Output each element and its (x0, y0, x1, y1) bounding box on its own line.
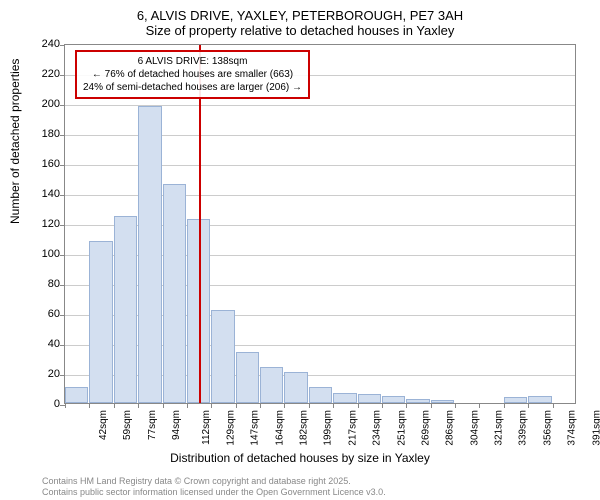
footer-line2: Contains public sector information licen… (42, 487, 386, 498)
y-tick-mark (60, 105, 65, 106)
annotation-line1: 6 ALVIS DRIVE: 138sqm (83, 55, 302, 68)
x-tick-label: 77sqm (147, 410, 158, 440)
y-tick-label: 80 (30, 278, 60, 290)
annotation-box: 6 ALVIS DRIVE: 138sqm ← 76% of detached … (75, 50, 310, 99)
x-tick-mark (406, 403, 407, 408)
histogram-bar (431, 400, 454, 403)
chart-title-line1: 6, ALVIS DRIVE, YAXLEY, PETERBOROUGH, PE… (0, 8, 600, 23)
histogram-bar (260, 367, 283, 403)
x-tick-mark (333, 403, 334, 408)
x-tick-mark (382, 403, 383, 408)
y-tick-mark (60, 375, 65, 376)
histogram-bar (89, 241, 112, 403)
annotation-line3: 24% of semi-detached houses are larger (… (83, 81, 302, 94)
histogram-bar (211, 310, 234, 403)
x-tick-label: 199sqm (323, 410, 334, 446)
x-tick-mark (553, 403, 554, 408)
x-tick-label: 182sqm (299, 410, 310, 446)
chart-title-line2: Size of property relative to detached ho… (0, 23, 600, 38)
x-tick-label: 339sqm (518, 410, 529, 446)
histogram-bar (65, 387, 88, 404)
x-tick-label: 217sqm (347, 410, 358, 446)
y-tick-mark (60, 165, 65, 166)
y-tick-mark (60, 315, 65, 316)
y-tick-label: 60 (30, 308, 60, 320)
x-tick-label: 304sqm (469, 410, 480, 446)
footer: Contains HM Land Registry data © Crown c… (42, 476, 386, 498)
y-tick-mark (60, 75, 65, 76)
annotation-line2: ← 76% of detached houses are smaller (66… (83, 68, 302, 81)
plot-area: 6 ALVIS DRIVE: 138sqm ← 76% of detached … (64, 44, 576, 404)
x-tick-label: 147sqm (250, 410, 261, 446)
x-tick-mark (260, 403, 261, 408)
x-tick-label: 269sqm (421, 410, 432, 446)
y-tick-label: 120 (30, 218, 60, 230)
y-tick-label: 100 (30, 248, 60, 260)
x-tick-label: 164sqm (274, 410, 285, 446)
histogram-bar (236, 352, 259, 403)
x-tick-mark (65, 403, 66, 408)
x-tick-label: 391sqm (591, 410, 600, 446)
histogram-bar (382, 396, 405, 404)
y-tick-mark (60, 345, 65, 346)
x-tick-mark (211, 403, 212, 408)
y-tick-label: 160 (30, 158, 60, 170)
y-tick-label: 240 (30, 38, 60, 50)
histogram-bar (358, 394, 381, 403)
x-tick-label: 59sqm (122, 410, 133, 440)
x-tick-mark (455, 403, 456, 408)
y-tick-label: 200 (30, 98, 60, 110)
chart-container: 6, ALVIS DRIVE, YAXLEY, PETERBOROUGH, PE… (0, 8, 600, 46)
y-tick-label: 140 (30, 188, 60, 200)
x-axis-label: Distribution of detached houses by size … (0, 451, 600, 465)
y-axis-label: Number of detached properties (8, 59, 22, 224)
histogram-bar (504, 397, 527, 403)
histogram-bar (333, 393, 356, 404)
x-tick-mark (358, 403, 359, 408)
x-tick-mark (187, 403, 188, 408)
x-tick-mark (163, 403, 164, 408)
histogram-bar (309, 387, 332, 404)
y-tick-mark (60, 135, 65, 136)
x-tick-label: 374sqm (567, 410, 578, 446)
x-tick-label: 129sqm (225, 410, 236, 446)
x-tick-mark (504, 403, 505, 408)
x-tick-label: 251sqm (396, 410, 407, 446)
y-tick-label: 40 (30, 338, 60, 350)
x-tick-label: 234sqm (372, 410, 383, 446)
x-tick-mark (431, 403, 432, 408)
x-tick-mark (479, 403, 480, 408)
y-tick-label: 20 (30, 368, 60, 380)
y-tick-mark (60, 255, 65, 256)
x-tick-mark (138, 403, 139, 408)
y-tick-label: 180 (30, 128, 60, 140)
x-tick-label: 356sqm (542, 410, 553, 446)
histogram-bar (114, 216, 137, 404)
y-tick-mark (60, 195, 65, 196)
x-tick-mark (528, 403, 529, 408)
x-tick-mark (309, 403, 310, 408)
y-tick-label: 220 (30, 68, 60, 80)
histogram-bar (406, 399, 429, 404)
x-tick-label: 112sqm (200, 410, 211, 445)
footer-line1: Contains HM Land Registry data © Crown c… (42, 476, 386, 487)
histogram-bar (163, 184, 186, 403)
x-tick-mark (114, 403, 115, 408)
y-tick-mark (60, 285, 65, 286)
x-tick-label: 42sqm (98, 410, 109, 440)
x-tick-mark (284, 403, 285, 408)
histogram-bar (138, 106, 161, 403)
histogram-bar (528, 396, 551, 404)
y-tick-mark (60, 225, 65, 226)
y-tick-mark (60, 45, 65, 46)
y-tick-label: 0 (30, 398, 60, 410)
x-tick-mark (89, 403, 90, 408)
x-tick-mark (236, 403, 237, 408)
x-tick-label: 286sqm (445, 410, 456, 446)
x-tick-label: 321sqm (494, 410, 505, 446)
histogram-bar (284, 372, 307, 404)
x-tick-label: 94sqm (171, 410, 182, 440)
